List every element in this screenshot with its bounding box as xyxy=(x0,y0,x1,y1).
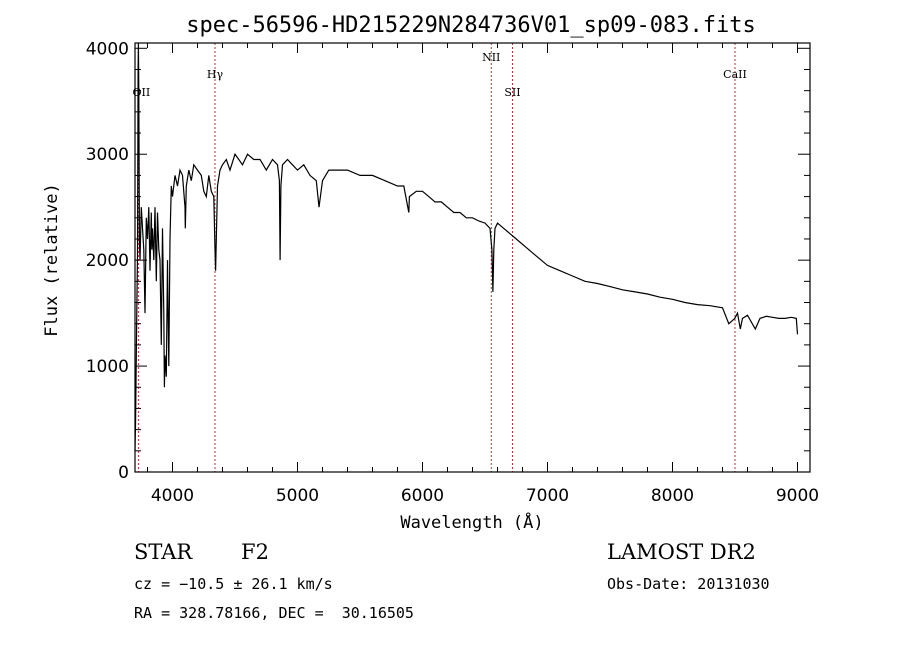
emission-line-markers: OII Hγ NII SII CaII xyxy=(133,43,747,472)
x-tick-label: 6000 xyxy=(401,486,444,506)
redshift-info: cz = −10.5 ± 26.1 km/s xyxy=(134,575,333,593)
x-tick-label: 5000 xyxy=(276,486,319,506)
survey-name: LAMOST DR2 xyxy=(607,540,756,564)
x-axis-label: Wavelength (Å) xyxy=(400,511,543,533)
coordinates: RA = 328.78166, DEC = 30.16505 xyxy=(134,604,414,622)
line-marker-label: SII xyxy=(504,86,520,99)
spectrum-series-line xyxy=(134,42,799,451)
line-marker-label: OII xyxy=(133,86,151,99)
spectral-subclass: F2 xyxy=(241,540,269,564)
y-tick-label: 4000 xyxy=(86,39,129,59)
line-marker-label: NII xyxy=(482,51,500,64)
chart-title: spec-56596-HD215229N284736V01_sp09-083.f… xyxy=(186,13,756,38)
object-class: STAR xyxy=(134,540,193,564)
y-tick-label: 1000 xyxy=(86,357,129,377)
observation-date: Obs-Date: 20131030 xyxy=(607,575,770,593)
y-tick-label: 2000 xyxy=(86,251,129,271)
x-tick-label: 9000 xyxy=(776,486,819,506)
x-tick-label: 4000 xyxy=(151,486,194,506)
line-marker-label: CaII xyxy=(723,68,747,81)
line-marker-label: Hγ xyxy=(207,68,224,81)
y-axis-ticks: 0 1000 2000 3000 4000 xyxy=(86,39,810,483)
y-axis-label: Flux (relative) xyxy=(42,183,62,337)
plot-frame xyxy=(134,42,811,473)
y-tick-label: 0 xyxy=(118,463,129,483)
y-tick-label: 3000 xyxy=(86,145,129,165)
x-tick-label: 7000 xyxy=(526,486,569,506)
x-tick-label: 8000 xyxy=(651,486,694,506)
x-axis-ticks: 4000 5000 6000 7000 8000 9000 xyxy=(147,43,819,506)
